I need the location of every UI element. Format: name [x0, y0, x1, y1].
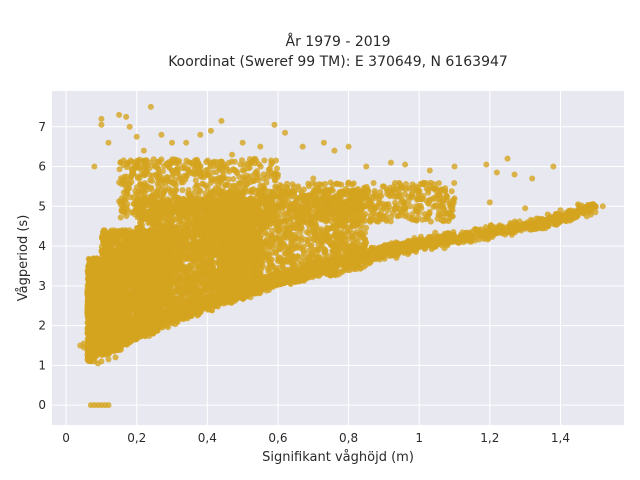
data-point: [105, 243, 112, 250]
chart-title: År 1979 - 2019: [286, 33, 391, 50]
data-point: [91, 290, 98, 297]
data-point: [126, 274, 133, 281]
data-point: [115, 295, 122, 302]
data-point: [101, 231, 108, 238]
data-point: [100, 293, 107, 300]
data-point: [108, 235, 115, 242]
data-point: [124, 268, 131, 275]
data-point: [87, 295, 94, 302]
data-point: [116, 302, 123, 309]
data-point: [127, 296, 134, 303]
data-points: [77, 103, 606, 409]
data-point: [128, 289, 135, 296]
data-point: [128, 319, 135, 326]
data-point: [103, 282, 110, 289]
data-point: [84, 286, 91, 293]
data-point: [112, 257, 119, 264]
data-point: [123, 258, 130, 265]
data-point: [119, 253, 126, 260]
data-point: [104, 326, 111, 333]
chart-subtitle: Koordinat (Sweref 99 TM): E 370649, N 61…: [168, 54, 508, 70]
data-point: [100, 313, 107, 320]
data-point: [109, 318, 116, 325]
data-point: [92, 306, 99, 313]
data-point: [111, 227, 118, 234]
data-point: [107, 299, 114, 305]
data-point: [109, 276, 116, 283]
data-point: [114, 314, 121, 321]
data-point: [117, 275, 124, 282]
data-point: [110, 287, 117, 294]
data-point: [119, 244, 126, 251]
data-point: [99, 255, 106, 262]
data-point: [121, 293, 128, 300]
data-point: [114, 320, 121, 327]
data-point: [107, 253, 114, 260]
data-point: [91, 273, 98, 280]
data-point: [115, 308, 122, 315]
data-point: [116, 227, 123, 234]
data-point: [119, 323, 126, 330]
